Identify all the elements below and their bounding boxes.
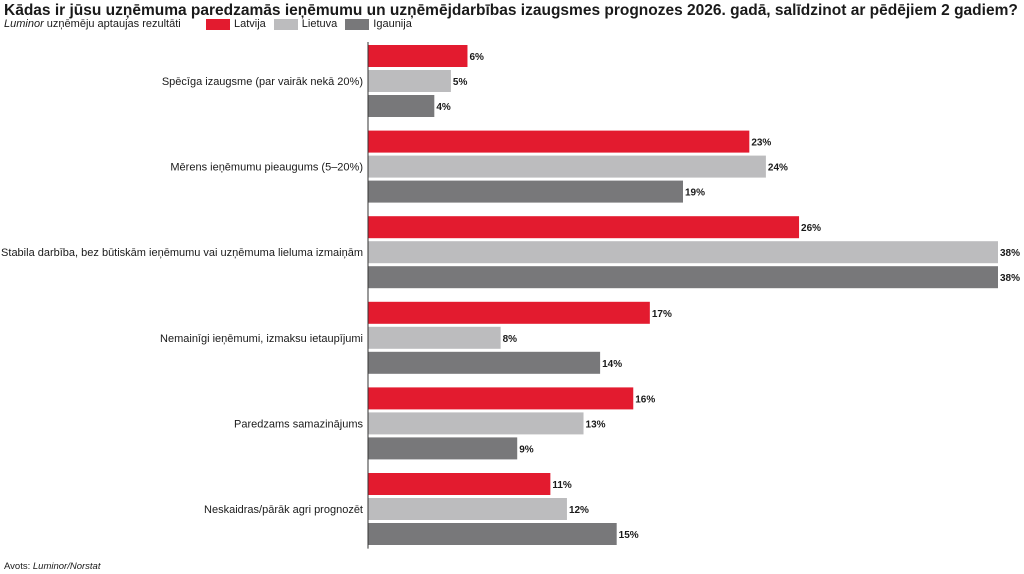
data-label-lietuva-5: 12% [569, 505, 589, 516]
bar-igaunija-0 [368, 95, 435, 117]
category-label-3: Nemainīgi ieņēmumi, izmaksu ietaupījumi [160, 333, 363, 345]
data-label-igaunija-2: 38% [1000, 273, 1020, 284]
category-label-4: Paredzams samazinājums [234, 418, 363, 430]
bar-lietuva-3 [368, 326, 501, 349]
bar-latvija-2 [368, 216, 800, 239]
chart-title: Kādas ir jūsu uzņēmuma paredzamās ieņēmu… [4, 2, 1018, 19]
data-label-latvija-0: 6% [469, 52, 484, 63]
bar-lietuva-1 [368, 155, 766, 178]
source-prefix: Avots: [4, 561, 33, 572]
data-label-lietuva-1: 24% [768, 163, 788, 174]
data-label-latvija-2: 26% [801, 223, 821, 234]
bar-lietuva-4 [368, 412, 584, 435]
legend-item-igaunija: Igaunija [345, 18, 412, 30]
data-label-igaunija-1: 19% [685, 188, 705, 199]
subtitle-brand: Luminor [4, 18, 44, 30]
legend-item-lietuva: Lietuva [273, 18, 338, 30]
bar-lietuva-5 [368, 498, 567, 520]
legend-swatch-igaunija [345, 18, 370, 30]
bar-igaunija-2 [368, 266, 998, 289]
bar-latvija-1 [368, 130, 750, 153]
data-label-latvija-1: 23% [751, 138, 771, 149]
bar-lietuva-0 [368, 70, 451, 92]
data-label-igaunija-0: 4% [436, 102, 451, 113]
bar-latvija-5 [368, 473, 551, 495]
bar-lietuva-2 [368, 241, 998, 264]
legend-swatch-latvija [206, 18, 230, 30]
category-label-5: Neskaidras/pārāk agri prognozēt [204, 504, 363, 516]
legend-label-lietuva: Lietuva [301, 18, 338, 30]
bar-latvija-3 [368, 301, 650, 324]
source-note: Avots: Luminor/Norstat [4, 561, 100, 572]
data-label-latvija-3: 17% [652, 309, 672, 320]
category-label-0: Spēcīga izaugsme (par vairāk nekā 20%) [162, 76, 363, 88]
category-label-1: Mērens ieņēmumu pieaugums (5–20%) [170, 162, 363, 174]
legend-label-igaunija: Igaunija [373, 18, 412, 30]
bar-igaunija-1 [368, 180, 683, 203]
source-name: Luminor/Norstat [32, 561, 101, 572]
subtitle-text: uzņēmēju aptaujas rezultāti [43, 18, 181, 30]
bar-igaunija-4 [368, 437, 518, 460]
data-label-lietuva-0: 5% [453, 77, 468, 88]
data-label-latvija-4: 16% [635, 394, 655, 405]
legend-label-latvija: Latvija [234, 18, 266, 30]
bar-igaunija-3 [368, 351, 601, 374]
data-label-lietuva-4: 13% [586, 419, 606, 430]
legend: Latvija Lietuva Igaunija [206, 18, 412, 30]
chart-subtitle: Luminor uzņēmēju aptaujas rezultāti [4, 18, 181, 30]
bar-igaunija-5 [368, 523, 617, 545]
data-label-lietuva-2: 38% [1000, 248, 1020, 259]
category-label-2: Stabila darbība, bez būtiskām ieņēmumu v… [1, 247, 363, 259]
data-label-igaunija-4: 9% [519, 444, 534, 455]
legend-item-latvija: Latvija [206, 18, 266, 30]
data-label-igaunija-5: 15% [619, 530, 639, 541]
data-label-igaunija-3: 14% [602, 359, 622, 370]
bar-latvija-4 [368, 387, 634, 410]
data-label-latvija-5: 11% [552, 480, 572, 491]
bar-latvija-0 [368, 45, 468, 67]
legend-swatch-lietuva [273, 18, 298, 30]
data-label-lietuva-3: 8% [503, 334, 518, 345]
